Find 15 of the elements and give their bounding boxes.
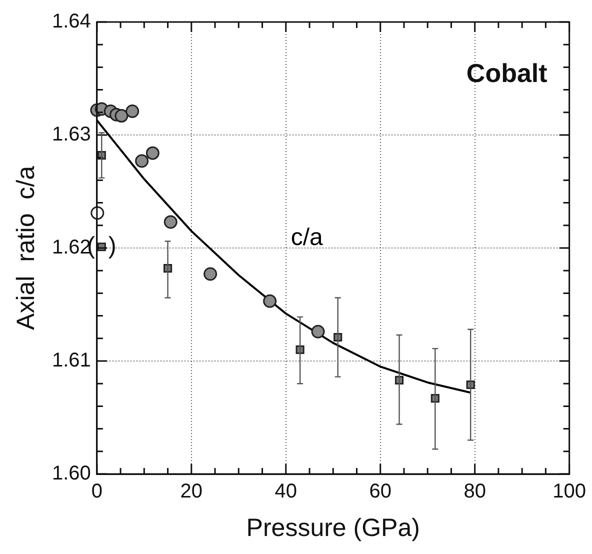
y-tick-label: 1.64 [52,10,91,33]
y-tick-label: 1.61 [52,350,91,372]
y-tick-label: 1.62 [52,236,91,259]
y-tick-label: 1.63 [52,124,91,146]
x-tick-label: 80 [464,480,486,503]
x-axis-title: Pressure (GPa) [246,514,420,542]
annotation: Cobalt [466,58,548,88]
y-tick-label: 1.60 [52,462,91,485]
x-tick-label: 0 [91,480,102,503]
x-tick-label: 60 [369,480,392,503]
y-axis-title: Axial ratio c/a [12,166,40,330]
text: c/a [290,224,324,252]
x-tick-label: 20 [180,480,203,503]
x-tick-label: 100 [552,480,586,503]
x-tick-label: 40 [274,480,298,503]
